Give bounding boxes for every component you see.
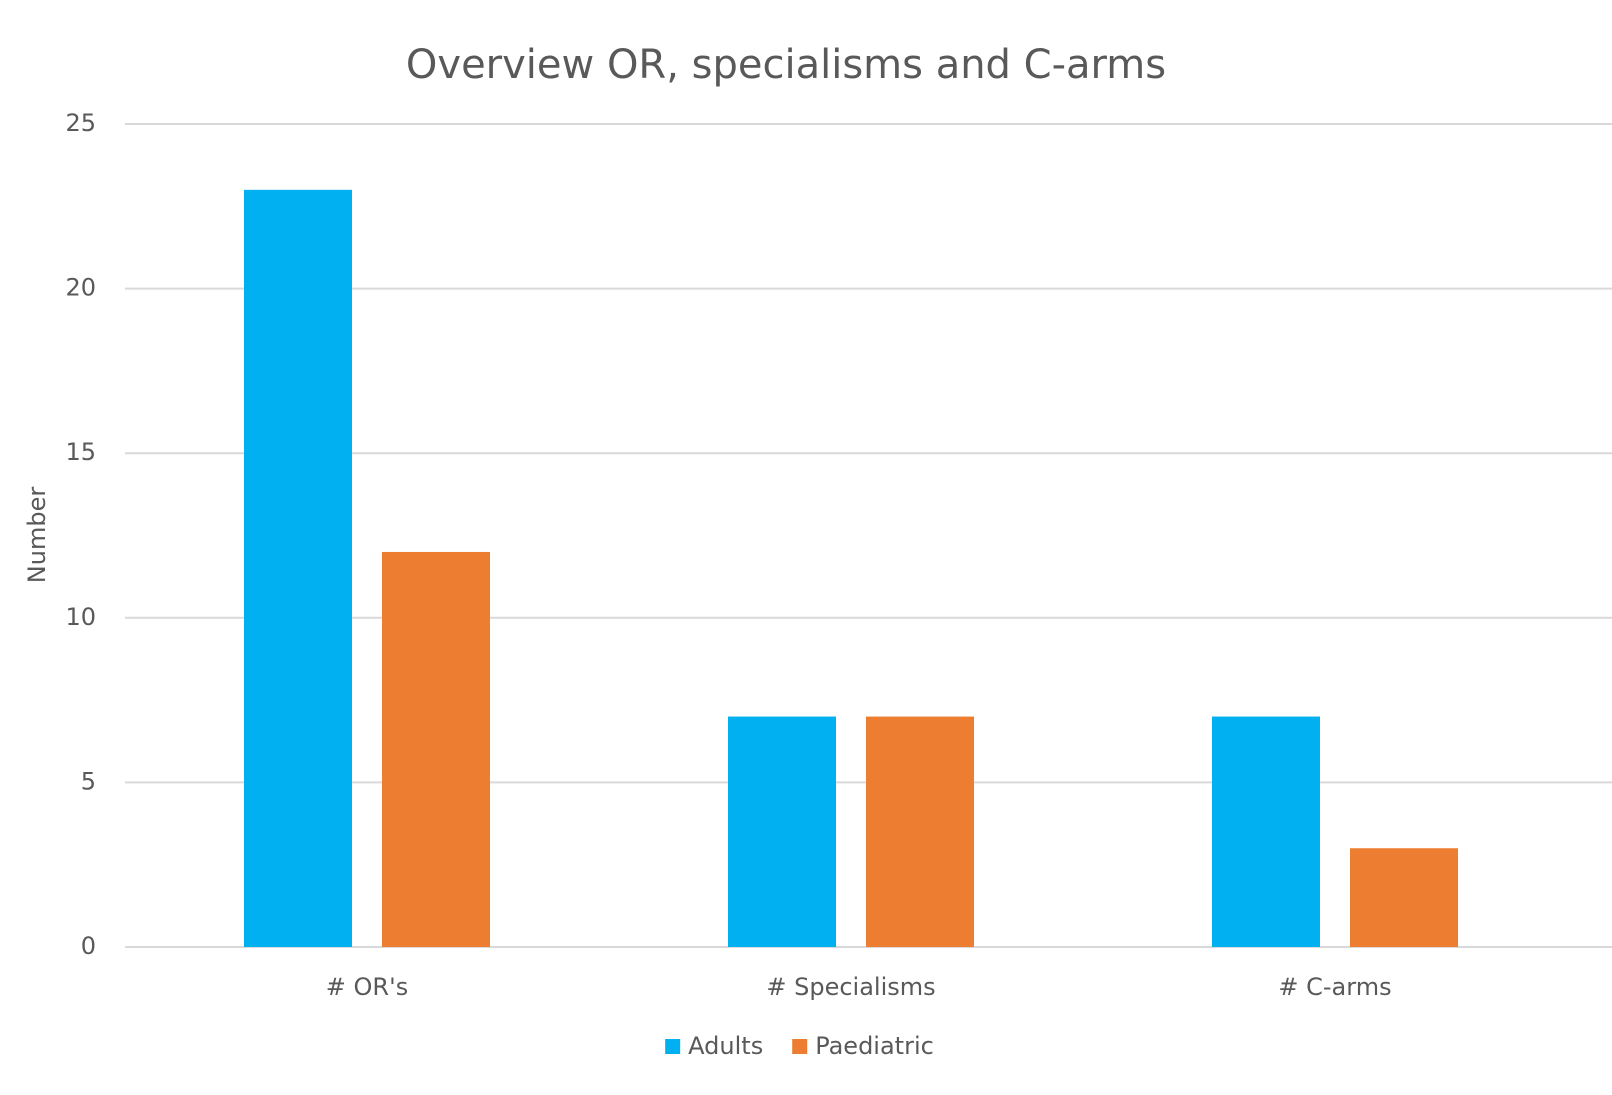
legend-swatch (792, 1039, 808, 1054)
legend-label: Adults (688, 1032, 763, 1060)
y-tick-label: 15 (65, 438, 96, 466)
y-tick-label: 5 (81, 767, 96, 795)
chart-title: Overview OR, specialisms and C-arms (406, 42, 1166, 88)
y-tick-label: 10 (65, 603, 96, 631)
legend-swatch (665, 1039, 681, 1054)
x-tick-label: # Specialisms (766, 973, 935, 1001)
bar (866, 716, 974, 947)
y-tick-label: 20 (65, 274, 96, 302)
bar (728, 716, 836, 947)
x-tick-label: # OR's (326, 973, 408, 1001)
y-tick-label: 0 (81, 932, 96, 960)
bar (244, 189, 352, 948)
y-axis-label: Number (23, 487, 51, 584)
bar (382, 551, 490, 947)
bar (1350, 848, 1458, 947)
y-tick-label: 25 (65, 109, 96, 137)
x-tick-label: # C-arms (1278, 973, 1391, 1001)
bar (1212, 716, 1320, 947)
legend-label: Paediatric (815, 1032, 934, 1060)
